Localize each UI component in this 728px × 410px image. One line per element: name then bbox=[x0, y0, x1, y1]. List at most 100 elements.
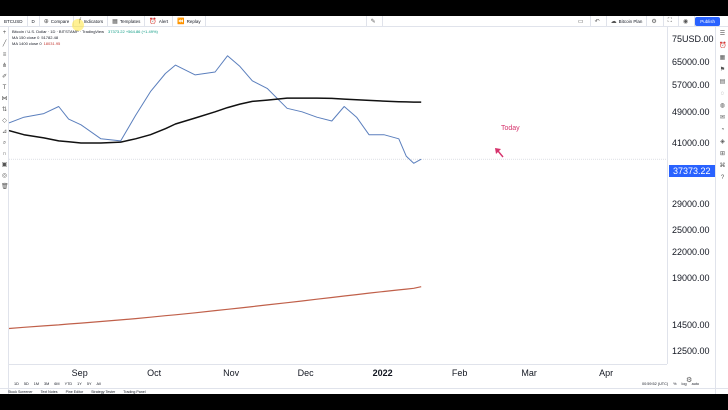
bottom-panel-tabs: Stock Screener Text Notes Pine Editor Strat… bbox=[0, 388, 728, 394]
publish-button[interactable]: Publish bbox=[695, 17, 720, 26]
percent-scale-toggle[interactable]: % bbox=[673, 382, 677, 386]
auto-scale-toggle[interactable]: auto bbox=[691, 382, 699, 386]
ma-150-line[interactable] bbox=[9, 97, 422, 144]
range-button[interactable]: 1D bbox=[14, 382, 19, 386]
top-toolbar: BTCUSD D ⊕Compare ƒIndicators ▦Templates… bbox=[0, 16, 728, 27]
camera-icon: ◉ bbox=[682, 19, 689, 25]
bottom-tab[interactable]: Pine Editor bbox=[65, 389, 84, 394]
cursor-highlight bbox=[72, 19, 84, 31]
range-button[interactable]: 1M bbox=[33, 382, 39, 386]
today-annotation[interactable]: Today bbox=[501, 125, 520, 132]
layout-button[interactable]: ▭ bbox=[574, 16, 591, 27]
snapshot-button[interactable]: ◉ bbox=[679, 16, 696, 27]
crosshair-icon[interactable]: + bbox=[2, 30, 7, 36]
range-button[interactable]: 6M bbox=[54, 382, 60, 386]
range-button[interactable]: 3M bbox=[44, 382, 50, 386]
eye-icon[interactable]: ◎ bbox=[1, 173, 8, 179]
dom-icon[interactable]: ⊞ bbox=[719, 151, 726, 157]
range-button[interactable]: YTD bbox=[64, 382, 73, 386]
watchlist-icon[interactable]: ☰ bbox=[719, 31, 726, 37]
templates-button[interactable]: ▦ Templates bbox=[108, 16, 146, 27]
data-window-icon[interactable]: ▦ bbox=[719, 55, 726, 61]
price-axis[interactable]: 75USD.00 65000.00 57000.00 49000.00 41000.00… bbox=[667, 27, 715, 364]
price-tick: 14500.00 bbox=[672, 319, 710, 330]
hotlist-icon[interactable]: ⚑ bbox=[719, 67, 726, 73]
drawing-tool-button[interactable]: ✎ bbox=[365, 16, 383, 27]
settings-button[interactable]: ⚙ bbox=[647, 16, 664, 27]
legend-title: Bitcoin / U.S. Dollar · 1D · BITSTAMP · … bbox=[12, 29, 105, 34]
prediction-icon[interactable]: ⇅ bbox=[1, 107, 8, 113]
fullscreen-icon: ⛶ bbox=[667, 18, 672, 24]
legend-indicator-b[interactable]: MA 1400 close 0 18031.95 bbox=[12, 41, 158, 47]
indicator-b-value: 18031.95 bbox=[43, 41, 61, 46]
symbol-search-button[interactable]: BTCUSD bbox=[0, 16, 28, 27]
magnet-icon[interactable]: ∩ bbox=[2, 151, 7, 157]
alert-button[interactable]: ⏰ Alert bbox=[145, 16, 174, 27]
bottom-tab[interactable]: Stock Screener bbox=[8, 389, 33, 394]
arrow-annotation[interactable] bbox=[495, 148, 504, 158]
price-chart[interactable]: Today bbox=[9, 27, 667, 364]
lock-icon[interactable]: ▣ bbox=[1, 162, 8, 168]
replay-button[interactable]: ⏪ Replay bbox=[173, 16, 206, 27]
legend-ohlc: 37373.22 +564.86 (+1.49%) bbox=[108, 29, 158, 34]
time-tick: Nov bbox=[223, 368, 240, 378]
utc-clock[interactable]: 00:59:52 (UTC) bbox=[641, 382, 669, 386]
price-tick: 75USD.00 bbox=[672, 34, 714, 44]
symbol-label: BTCUSD bbox=[4, 18, 23, 24]
order-panel-icon[interactable]: ◈ bbox=[720, 139, 725, 145]
price-tick: 29000.00 bbox=[672, 198, 710, 209]
range-button[interactable]: 5D bbox=[23, 382, 29, 386]
notifications-icon[interactable]: ◔ bbox=[720, 127, 725, 133]
alarm-icon: ⏰ bbox=[149, 18, 157, 25]
chart-settings-icon[interactable]: ⚙ bbox=[686, 377, 693, 384]
streams-icon[interactable]: ◍ bbox=[719, 103, 726, 109]
chat-icon[interactable]: ✉ bbox=[719, 115, 726, 121]
btc-price-line[interactable] bbox=[9, 55, 422, 164]
fullscreen-button[interactable]: ⛶ bbox=[664, 16, 679, 27]
time-axis[interactable]: Sep Oct Nov Dec 2022 Feb Mar Apr bbox=[9, 364, 667, 380]
compare-label: Compare bbox=[50, 18, 70, 24]
plus-circle-icon: ⊕ bbox=[43, 18, 49, 25]
legend-symbol-row[interactable]: Bitcoin / U.S. Dollar · 1D · BITSTAMP · … bbox=[12, 29, 158, 35]
layout-name-button[interactable]: ☁ Bitcoin Plan bbox=[607, 16, 648, 27]
measure-icon[interactable]: ⊿ bbox=[1, 129, 8, 135]
range-button[interactable]: 5Y bbox=[86, 382, 92, 386]
price-tick: 49000.00 bbox=[672, 106, 710, 117]
range-button[interactable]: 1Y bbox=[77, 382, 82, 386]
trash-icon[interactable]: 🗑 bbox=[1, 184, 9, 190]
shapes-icon[interactable]: ◇ bbox=[2, 118, 7, 124]
zoom-icon[interactable]: ⌕ bbox=[2, 140, 7, 146]
bottom-tab[interactable]: Strategy Tester bbox=[91, 389, 116, 394]
pitchfork-icon[interactable]: ⋔ bbox=[1, 63, 8, 69]
pattern-icon[interactable]: ⋈ bbox=[1, 96, 8, 102]
horizontal-lines-icon[interactable]: ≡ bbox=[2, 52, 7, 58]
range-button[interactable]: All bbox=[96, 382, 101, 386]
current-price-label: 37373.22 bbox=[669, 165, 715, 177]
help-icon[interactable]: ? bbox=[720, 175, 725, 181]
brush-icon[interactable]: ✐ bbox=[1, 74, 8, 80]
indicator-a-label: MA 150 close 0 bbox=[12, 35, 40, 40]
indicator-b-label: MA 1400 close 0 bbox=[12, 41, 42, 46]
text-icon[interactable]: T bbox=[2, 85, 7, 91]
ideas-icon[interactable]: ◌ bbox=[720, 91, 725, 97]
log-scale-toggle[interactable]: log bbox=[681, 382, 687, 386]
bottom-tab[interactable]: Trading Panel bbox=[123, 389, 146, 394]
price-tick: 25000.00 bbox=[672, 224, 710, 235]
time-tick: Mar bbox=[521, 368, 537, 378]
drawing-toolbar: + ╱ ≡ ⋔ ✐ T ⋈ ⇅ ◇ ⊿ ⌕ ∩ ▣ ◎ 🗑 bbox=[0, 27, 9, 394]
cloud-icon: ☁ bbox=[610, 19, 617, 25]
calendar-icon[interactable]: ▤ bbox=[719, 79, 726, 85]
legend-indicator-a[interactable]: MA 150 close 0 51782.48 bbox=[12, 35, 158, 41]
object-tree-icon[interactable]: ⌘ bbox=[719, 163, 726, 169]
bottom-tab[interactable]: Text Notes bbox=[40, 389, 58, 394]
compare-button[interactable]: ⊕ Compare bbox=[40, 16, 75, 27]
ma-1400-line[interactable] bbox=[9, 286, 422, 330]
alarm-clock-icon[interactable]: ⏰ bbox=[719, 43, 727, 49]
range-right: 00:59:52 (UTC) % log auto bbox=[637, 380, 715, 388]
time-tick: Apr bbox=[599, 368, 614, 378]
price-tick: 65000.00 bbox=[672, 57, 710, 68]
trend-line-icon[interactable]: ╱ bbox=[2, 41, 7, 47]
indicator-a-value: 51782.48 bbox=[41, 35, 59, 40]
interval-button[interactable]: D bbox=[28, 16, 40, 27]
undo-button[interactable]: ↶ bbox=[591, 16, 607, 27]
